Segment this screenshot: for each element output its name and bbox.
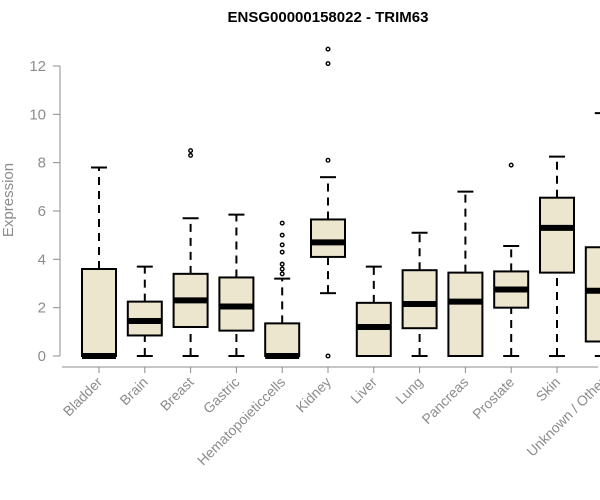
y-axis: 0 2 4 6 8 10 12	[29, 58, 61, 365]
outlier-point	[508, 162, 514, 168]
box-breast	[172, 148, 209, 357]
box-prostate	[493, 162, 530, 357]
box-liver	[355, 265, 392, 358]
x-tick-label: Kidney	[293, 374, 335, 416]
outlier-point	[325, 46, 331, 52]
y-tick-label: 12	[29, 58, 46, 75]
x-tick-label: Brain	[116, 374, 150, 408]
x-tick-label: Liver	[347, 374, 380, 407]
box-pancreas	[447, 190, 484, 357]
box-bladder	[81, 166, 117, 359]
y-tick-label: 10	[29, 106, 46, 123]
y-tick-label: 0	[38, 348, 46, 365]
box-hematopoieticcells	[264, 220, 301, 359]
outlier-point	[279, 266, 285, 272]
box-iqr	[584, 246, 600, 343]
box-gastric	[218, 213, 255, 357]
box-skin	[539, 155, 575, 357]
box-iqr	[539, 196, 575, 274]
y-tick-label: 4	[38, 251, 46, 268]
outlier-point	[325, 353, 331, 359]
y-tick-label: 8	[38, 155, 46, 172]
chart-title: ENSG00000158022 - TRIM63	[228, 9, 429, 26]
outlier-point	[279, 261, 285, 267]
box-iqr	[447, 271, 484, 357]
outlier-point	[325, 61, 331, 67]
outlier-point	[279, 271, 285, 277]
box-brain	[126, 265, 163, 357]
outlier-point	[279, 232, 285, 238]
box-kidney	[310, 46, 346, 359]
y-axis-label: Expression	[0, 163, 17, 237]
boxes-group	[81, 46, 600, 359]
x-tick-label: Hematopoieticcells	[194, 374, 288, 468]
x-tick-label: Lung	[392, 374, 425, 407]
outlier-point	[279, 220, 285, 226]
outlier-point	[279, 249, 285, 255]
box-iqr	[81, 268, 117, 357]
outlier-point	[188, 152, 194, 158]
box-lung	[401, 231, 438, 357]
x-tick-label: Pancreas	[418, 374, 471, 427]
x-tick-label: Gastric	[200, 374, 243, 417]
x-tick-label: Skin	[533, 374, 564, 405]
outlier-point	[325, 157, 331, 163]
box-unknown-other	[584, 112, 600, 357]
y-tick-label: 6	[38, 203, 46, 220]
y-tick-label: 2	[38, 300, 46, 317]
x-axis-labels: Bladder Brain Breast GastricHematopoieticce…	[60, 366, 600, 468]
box-iqr	[310, 218, 346, 258]
outlier-point	[279, 242, 285, 248]
x-tick-label: Breast	[157, 374, 197, 414]
outlier-point	[188, 148, 194, 154]
x-tick-label: Bladder	[60, 374, 106, 420]
x-tick-label: Prostate	[469, 374, 517, 422]
box-iqr	[264, 322, 301, 357]
box-iqr	[401, 269, 438, 330]
